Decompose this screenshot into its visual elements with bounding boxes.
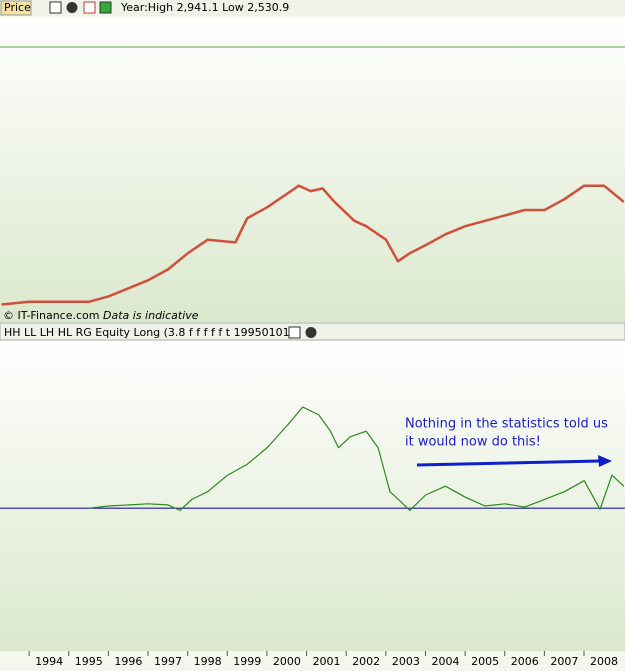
x-tick-label: 2006	[511, 655, 539, 668]
arrow-head	[598, 455, 612, 467]
pane-tab[interactable]	[0, 0, 32, 16]
down-icon[interactable]	[83, 1, 96, 14]
maximize-icon[interactable]	[49, 1, 62, 14]
annotation: it would now do this!	[405, 435, 541, 450]
close-icon[interactable]	[66, 2, 78, 13]
x-tick-label: 2008	[590, 655, 618, 668]
copyright: © IT-Finance.com Data is indicative	[3, 309, 199, 322]
x-tick-label: 1995	[75, 655, 103, 668]
x-tick-label: 2001	[313, 655, 341, 668]
x-tick-label: 1994	[35, 655, 63, 668]
x-tick-label: 2003	[392, 655, 420, 668]
price-pane	[0, 17, 625, 322]
equity-pane	[0, 340, 625, 651]
annotation-arrow	[416, 459, 601, 467]
x-axis-band	[0, 651, 625, 671]
pane-title: Price	[4, 1, 31, 14]
x-tick-label: 2005	[471, 655, 499, 668]
up-icon[interactable]	[99, 1, 112, 14]
close-icon[interactable]	[305, 327, 317, 338]
price-subtitle: Year:High 2,941.1 Low 2,530.9	[120, 1, 289, 14]
x-tick-label: 1996	[114, 655, 142, 668]
copyright-text: © IT-Finance.com	[3, 309, 100, 322]
x-tick-label: 1998	[194, 655, 222, 668]
x-tick-label: 2007	[550, 655, 578, 668]
series-line	[1, 184, 625, 306]
disclaimer: Data is indicative	[103, 309, 199, 322]
x-tick-label: 2000	[273, 655, 301, 668]
series-line	[88, 406, 625, 511]
x-tick-label: 1999	[233, 655, 261, 668]
x-tick-label: 2002	[352, 655, 380, 668]
equity-title: HH LL LH HL RG Equity Long (3.8 f f f f …	[4, 326, 301, 339]
annotation: Nothing in the statistics told us	[405, 417, 608, 432]
maximize-icon[interactable]	[288, 326, 301, 339]
x-tick-label: 1997	[154, 655, 182, 668]
x-tick-label: 2004	[431, 655, 459, 668]
toolbar	[0, 0, 625, 16]
